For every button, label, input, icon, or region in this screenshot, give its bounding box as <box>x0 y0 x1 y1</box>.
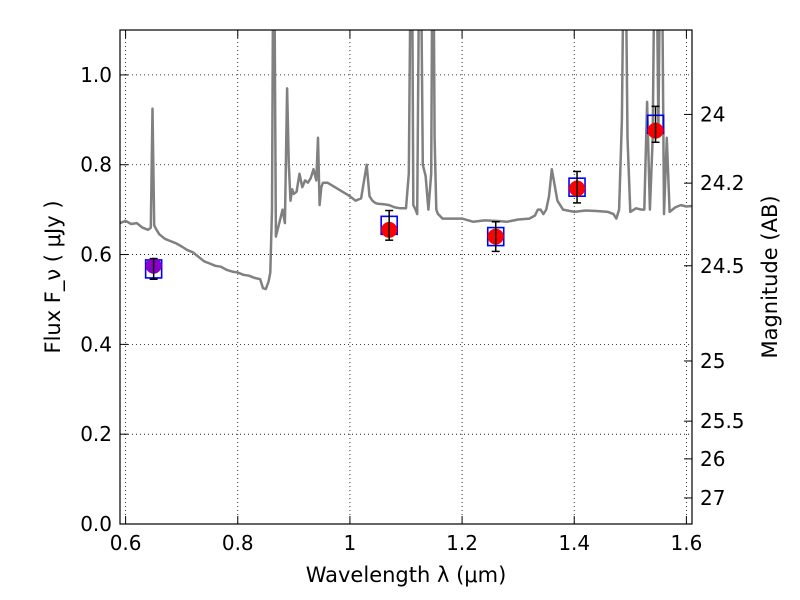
right-axis-label: Magnitude (AB) <box>758 195 782 358</box>
y-tick-label: 0.6 <box>80 243 112 267</box>
x-tick-label: 1 <box>344 531 357 555</box>
right-tick-label: 27 <box>700 486 725 510</box>
right-tick-label: 26 <box>700 447 725 471</box>
right-tick-label: 24 <box>700 102 725 126</box>
y-axis-label: Flux F_ν ( μJy ) <box>41 200 66 353</box>
right-tick-label: 25 <box>700 349 725 373</box>
right-tick-label: 24.5 <box>700 254 745 278</box>
y-tick-label: 0.4 <box>80 332 112 356</box>
y-tick-label: 1.0 <box>80 63 112 87</box>
y-tick-label: 0.0 <box>80 512 112 536</box>
plot-frame <box>119 29 693 525</box>
x-axis-label: Wavelength λ (μm) <box>306 563 507 587</box>
right-tick-label: 24.2 <box>700 171 745 195</box>
spectrum-line <box>120 30 692 291</box>
y-tick-label: 0.8 <box>80 153 112 177</box>
x-tick-label: 0.6 <box>110 531 142 555</box>
x-tick-label: 1.4 <box>558 531 590 555</box>
x-tick-label: 1.6 <box>670 531 702 555</box>
spectrum-layer <box>120 30 692 291</box>
points-layer <box>144 105 665 280</box>
ticks <box>120 30 692 525</box>
y-tick-label: 0.2 <box>80 422 112 446</box>
plot-background <box>120 30 692 524</box>
x-tick-label: 1.2 <box>446 531 478 555</box>
x-tick-label: 0.8 <box>222 531 254 555</box>
right-tick-label: 25.5 <box>700 409 745 433</box>
tick-labels: 0.6 0.8 1 1.2 1.4 1.6 0.0 0.2 0.4 0.6 0.8 1.0 24 24.2… <box>80 63 744 555</box>
